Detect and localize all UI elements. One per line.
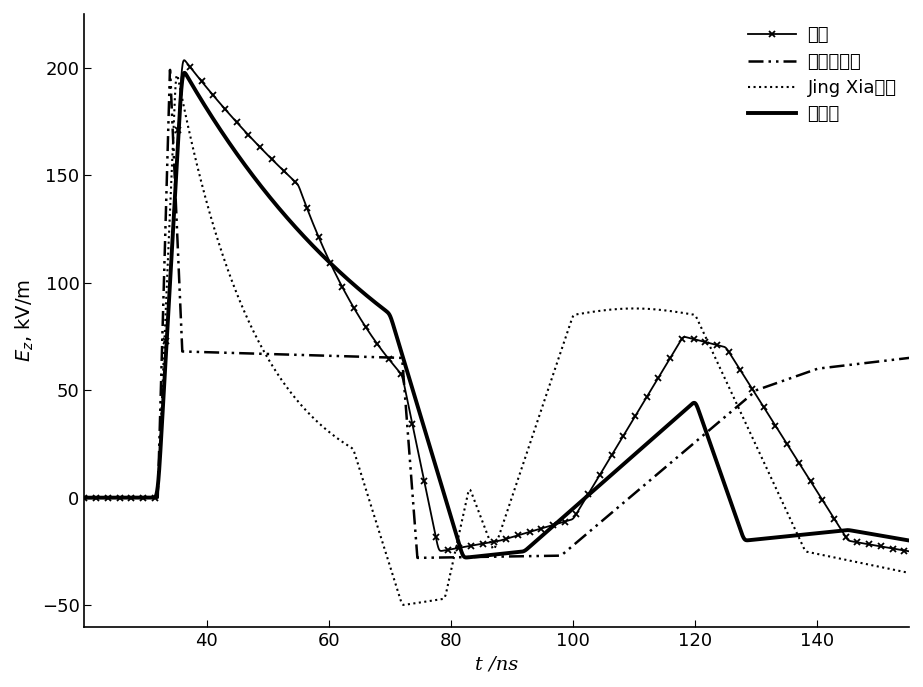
搀珊	[616, 436, 627, 444]
X-axis label: t /ns: t /ns	[475, 655, 519, 673]
朱四桃等人	[757, 384, 768, 392]
朱四桃等人	[229, 349, 240, 357]
Jing Xia等人	[394, 594, 405, 602]
朱四桃等人	[616, 501, 627, 509]
朱四桃等人	[695, 433, 706, 442]
Jing Xia等人	[757, 456, 768, 464]
Jing Xia等人	[574, 310, 585, 318]
本发明	[179, 69, 190, 77]
Jing Xia等人	[172, 71, 183, 79]
搀珊	[229, 115, 240, 124]
朱四桃等人	[904, 354, 915, 362]
Line: 朱四桃等人: 朱四桃等人	[85, 70, 909, 558]
本发明	[616, 462, 627, 471]
搀珊	[694, 337, 705, 345]
朱四桃等人	[79, 493, 90, 502]
Line: 本发明: 本发明	[85, 73, 909, 557]
本发明	[461, 553, 472, 561]
Jing Xia等人	[904, 569, 915, 577]
本发明	[574, 499, 585, 507]
本发明	[394, 342, 405, 350]
搀珊	[574, 505, 585, 513]
Line: 搀珊: 搀珊	[81, 57, 913, 554]
搀珊	[904, 547, 915, 555]
本发明	[695, 411, 706, 419]
朱四桃等人	[574, 536, 585, 544]
Jing Xia等人	[399, 600, 410, 609]
搀珊	[394, 368, 405, 376]
搀珊	[178, 56, 189, 65]
Jing Xia等人	[79, 493, 90, 502]
Y-axis label: $E_z$, kV/m: $E_z$, kV/m	[14, 279, 36, 362]
Jing Xia等人	[616, 305, 627, 313]
搀珊	[79, 493, 90, 502]
本发明	[229, 146, 240, 155]
本发明	[904, 537, 915, 545]
朱四桃等人	[394, 354, 405, 362]
朱四桃等人	[412, 554, 423, 562]
Jing Xia等人	[695, 321, 706, 329]
搀珊	[757, 401, 768, 409]
Jing Xia等人	[229, 284, 240, 292]
朱四桃等人	[164, 66, 175, 74]
Line: Jing Xia等人: Jing Xia等人	[85, 75, 909, 605]
Legend: 搀珊, 朱四桃等人, Jing Xia等人, 本发明: 搀珊, 朱四桃等人, Jing Xia等人, 本发明	[742, 21, 902, 129]
本发明	[79, 493, 90, 502]
本发明	[757, 534, 768, 543]
